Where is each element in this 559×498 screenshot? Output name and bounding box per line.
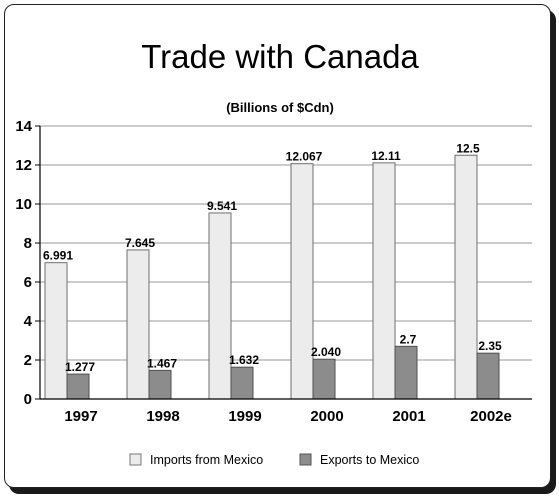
y-tick-label: 2 bbox=[24, 352, 32, 369]
data-label-exports: 1.277 bbox=[65, 360, 95, 374]
legend-swatch-imports bbox=[129, 453, 142, 466]
legend: Imports from Mexico Exports to Mexico bbox=[129, 453, 419, 467]
y-tick-label: 6 bbox=[24, 274, 32, 291]
data-label-imports: 12.067 bbox=[286, 150, 323, 164]
bar-exports bbox=[230, 366, 254, 400]
data-label-exports: 2.7 bbox=[400, 332, 417, 346]
data-label-imports: 6.991 bbox=[43, 249, 73, 263]
legend-swatch-exports bbox=[299, 453, 312, 466]
y-tick-label: 4 bbox=[24, 313, 33, 330]
bar-imports bbox=[372, 162, 396, 400]
data-label-exports: 1.467 bbox=[147, 356, 177, 370]
y-axis: 0 2 4 6 8 10 12 14 bbox=[15, 118, 41, 408]
x-axis: 1997 1998 1999 2000 2001 2002e bbox=[40, 398, 532, 425]
legend-label-exports: Exports to Mexico bbox=[320, 453, 419, 467]
bar-imports bbox=[290, 163, 314, 400]
chart-title: Trade with Canada bbox=[141, 38, 419, 75]
gridlines bbox=[40, 125, 532, 361]
x-tick-label: 2001 bbox=[392, 408, 425, 425]
bar-exports bbox=[394, 345, 418, 400]
bar-exports bbox=[476, 352, 500, 400]
bar-exports bbox=[312, 358, 336, 400]
bars bbox=[44, 154, 500, 400]
x-tick-label: 1998 bbox=[146, 408, 179, 425]
data-labels: 6.991 1.277 7.645 1.467 9.541 1.632 12.067 2.04… bbox=[43, 141, 502, 374]
x-tick-label: 2000 bbox=[310, 408, 343, 425]
x-tick-label: 2002e bbox=[470, 408, 512, 425]
bar-imports bbox=[44, 262, 68, 400]
y-tick-label: 8 bbox=[24, 235, 32, 252]
bar-exports bbox=[148, 369, 172, 400]
y-tick-label: 12 bbox=[15, 157, 32, 174]
x-tick-label: 1997 bbox=[64, 408, 97, 425]
data-label-imports: 12.5 bbox=[456, 141, 480, 155]
bar-imports bbox=[126, 249, 150, 400]
bar-exports bbox=[66, 373, 90, 400]
y-tick-label: 10 bbox=[15, 196, 32, 213]
chart-subtitle: (Billions of $Cdn) bbox=[226, 100, 334, 115]
data-label-exports: 2.040 bbox=[311, 345, 341, 359]
bar-imports bbox=[454, 154, 478, 400]
data-label-imports: 7.645 bbox=[125, 236, 155, 250]
data-label-imports: 9.541 bbox=[207, 199, 237, 213]
legend-label-imports: Imports from Mexico bbox=[150, 453, 263, 467]
y-tick-label: 14 bbox=[15, 118, 32, 135]
y-tick-label: 0 bbox=[24, 391, 32, 408]
bar-imports bbox=[208, 212, 232, 400]
data-label-imports: 12.11 bbox=[371, 149, 401, 163]
data-label-exports: 1.632 bbox=[229, 353, 259, 367]
data-label-exports: 2.35 bbox=[478, 339, 502, 353]
x-tick-label: 1999 bbox=[228, 408, 261, 425]
